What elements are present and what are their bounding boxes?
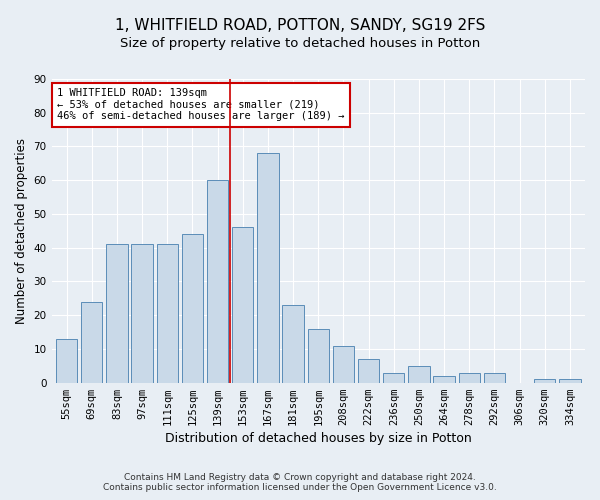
Bar (232, 228, 253, 382)
Bar (182, 234, 203, 382)
Bar (433, 376, 455, 382)
Bar (257, 153, 278, 382)
Bar (81, 302, 103, 382)
Y-axis label: Number of detached properties: Number of detached properties (15, 138, 28, 324)
Bar (207, 180, 229, 382)
Bar (383, 372, 404, 382)
Text: 1, WHITFIELD ROAD, POTTON, SANDY, SG19 2FS: 1, WHITFIELD ROAD, POTTON, SANDY, SG19 2… (115, 18, 485, 32)
Bar (458, 372, 480, 382)
Bar (534, 380, 556, 382)
X-axis label: Distribution of detached houses by size in Potton: Distribution of detached houses by size … (165, 432, 472, 445)
Bar (56, 339, 77, 382)
Bar (106, 244, 128, 382)
Bar (408, 366, 430, 382)
Bar (358, 359, 379, 382)
Bar (484, 372, 505, 382)
Text: Size of property relative to detached houses in Potton: Size of property relative to detached ho… (120, 38, 480, 51)
Bar (333, 346, 354, 383)
Bar (559, 380, 581, 382)
Bar (308, 328, 329, 382)
Bar (283, 305, 304, 382)
Text: 1 WHITFIELD ROAD: 139sqm
← 53% of detached houses are smaller (219)
46% of semi-: 1 WHITFIELD ROAD: 139sqm ← 53% of detach… (57, 88, 344, 122)
Bar (131, 244, 153, 382)
Text: Contains HM Land Registry data © Crown copyright and database right 2024.
Contai: Contains HM Land Registry data © Crown c… (103, 473, 497, 492)
Bar (157, 244, 178, 382)
